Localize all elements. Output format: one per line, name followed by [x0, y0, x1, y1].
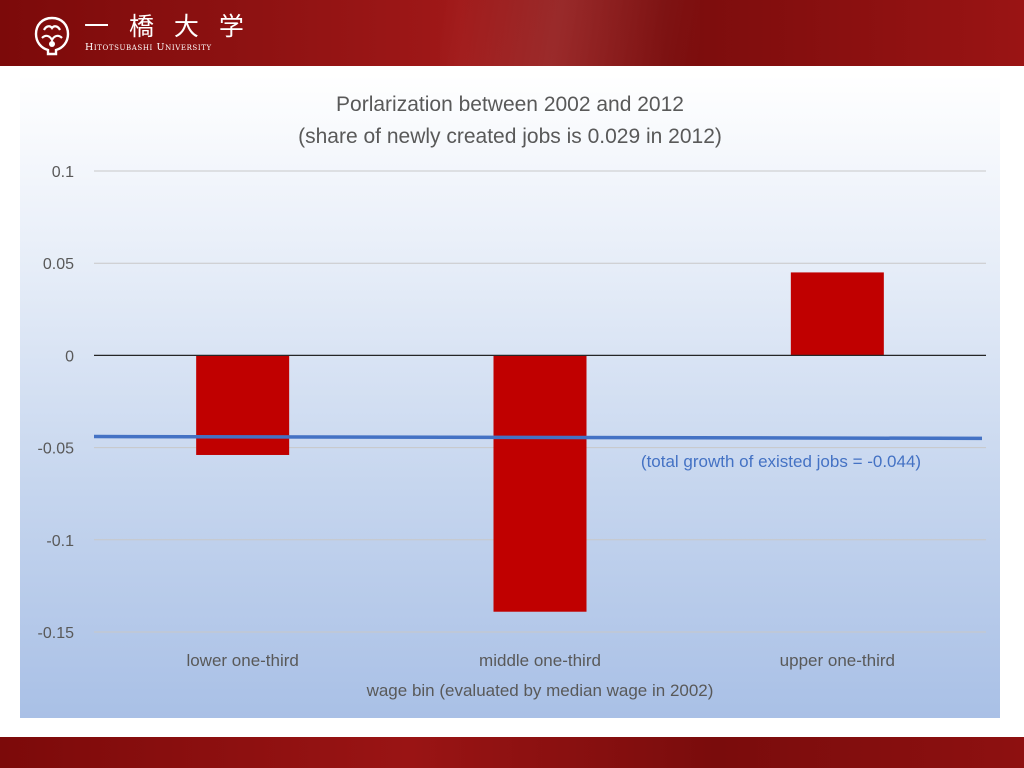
footer-band: [0, 737, 1024, 768]
y-tick-label: 0.1: [52, 164, 74, 181]
x-category-labels: lower one-third middle one-third upper one…: [186, 651, 895, 670]
logo-japanese-text: 一 橋 大 学: [84, 12, 250, 41]
bar: [790, 272, 884, 356]
y-tick-label: -0.15: [38, 625, 75, 642]
bars: [196, 272, 884, 612]
hitotsubashi-emblem-icon: [30, 14, 74, 58]
y-tick-label: 0: [65, 348, 74, 365]
x-axis-title: wage bin (evaluated by median wage in 20…: [366, 681, 714, 700]
x-category-label: middle one-third: [479, 651, 601, 670]
y-tick-label: 0.05: [43, 256, 74, 273]
reference-line: [93, 434, 983, 441]
reference-line-group: [93, 434, 983, 441]
logo-english-text: Hitotsubashi University: [85, 42, 212, 53]
bar: [493, 355, 587, 612]
bar-chart: Porlarization between 2002 and 2012 (sha…: [38, 93, 986, 700]
chart-title-line2: (share of newly created jobs is 0.029 in…: [298, 125, 722, 148]
header-band: 一 橋 大 学 Hitotsubashi University: [0, 0, 1024, 66]
bar: [196, 355, 290, 455]
x-category-label: lower one-third: [186, 651, 298, 670]
annotation-text: (total growth of existed jobs = -0.044): [641, 452, 921, 471]
header-sheen: [440, 0, 700, 66]
y-tick-label: -0.05: [38, 441, 75, 458]
y-tick-label: -0.1: [46, 533, 74, 550]
y-tick-labels: 0.1 0.05 0 -0.05 -0.1 -0.15: [38, 164, 75, 642]
x-category-label: upper one-third: [780, 651, 895, 670]
chart-panel: Porlarization between 2002 and 2012 (sha…: [20, 75, 1000, 718]
chart-title-line1: Porlarization between 2002 and 2012: [336, 93, 684, 116]
